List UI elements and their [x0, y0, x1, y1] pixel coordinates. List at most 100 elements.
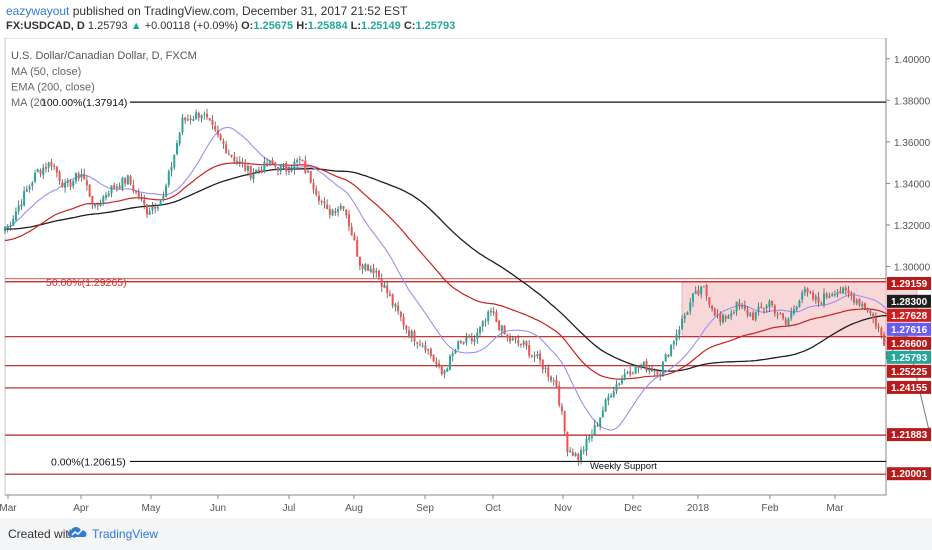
- candle-body[interactable]: [380, 278, 383, 287]
- candle-body[interactable]: [339, 205, 342, 209]
- candle-body[interactable]: [700, 286, 703, 295]
- candle-body[interactable]: [184, 117, 187, 121]
- candle-body[interactable]: [31, 182, 34, 186]
- candle-body[interactable]: [675, 334, 678, 341]
- candle-body[interactable]: [550, 376, 552, 381]
- candle-body[interactable]: [626, 372, 629, 374]
- candle-body[interactable]: [645, 361, 648, 372]
- candle-body[interactable]: [702, 286, 705, 288]
- candle-body[interactable]: [148, 211, 151, 215]
- candle-body[interactable]: [801, 292, 804, 300]
- candle-body[interactable]: [620, 378, 623, 384]
- candle-body[interactable]: [762, 307, 765, 309]
- candle-body[interactable]: [544, 367, 547, 369]
- candle-body[interactable]: [517, 340, 520, 344]
- candle-body[interactable]: [186, 119, 189, 121]
- candle-body[interactable]: [593, 425, 596, 435]
- candle-body[interactable]: [844, 287, 847, 291]
- candle-body[interactable]: [462, 341, 465, 344]
- candle-body[interactable]: [861, 304, 864, 307]
- candle-body[interactable]: [754, 311, 757, 320]
- candle-body[interactable]: [435, 361, 438, 365]
- candle-body[interactable]: [735, 301, 738, 312]
- candle-body[interactable]: [88, 184, 91, 197]
- candle-body[interactable]: [792, 309, 795, 314]
- legend-entry[interactable]: EMA (200, close): [11, 82, 95, 94]
- candle-body[interactable]: [732, 312, 735, 314]
- candle-body[interactable]: [773, 305, 776, 314]
- candle-body[interactable]: [129, 176, 132, 185]
- candle-body[interactable]: [757, 306, 760, 312]
- candle-body[interactable]: [181, 117, 184, 133]
- candle-body[interactable]: [782, 313, 785, 319]
- candle-body[interactable]: [489, 310, 492, 313]
- candle-body[interactable]: [672, 341, 675, 345]
- candle-body[interactable]: [383, 284, 386, 289]
- candle-body[interactable]: [28, 186, 31, 190]
- candle-body[interactable]: [17, 205, 20, 212]
- candle-body[interactable]: [741, 306, 744, 308]
- candle-body[interactable]: [151, 206, 154, 211]
- candle-body[interactable]: [14, 211, 17, 221]
- candle-body[interactable]: [367, 264, 370, 271]
- candle-body[interactable]: [342, 206, 345, 209]
- candle-body[interactable]: [560, 406, 563, 412]
- candle-body[interactable]: [686, 312, 689, 315]
- candle-body[interactable]: [823, 293, 825, 305]
- candle-body[interactable]: [241, 162, 244, 164]
- candle-body[interactable]: [721, 314, 724, 323]
- candle-body[interactable]: [511, 338, 514, 341]
- candle-body[interactable]: [53, 165, 56, 167]
- candle-body[interactable]: [440, 365, 443, 375]
- candle-body[interactable]: [197, 112, 200, 118]
- candle-body[interactable]: [25, 189, 28, 192]
- symbol-label[interactable]: FX:USDCAD, D: [6, 20, 85, 32]
- candle-body[interactable]: [528, 345, 531, 356]
- candle-body[interactable]: [880, 328, 883, 336]
- candle-body[interactable]: [820, 303, 823, 305]
- candle-body[interactable]: [9, 225, 12, 227]
- candle-body[interactable]: [47, 162, 50, 168]
- candle-body[interactable]: [809, 291, 812, 293]
- candle-body[interactable]: [170, 166, 173, 172]
- candle-body[interactable]: [397, 305, 400, 312]
- candle-body[interactable]: [678, 329, 681, 335]
- candle-body[interactable]: [479, 327, 482, 334]
- candle-body[interactable]: [487, 311, 490, 322]
- candle-body[interactable]: [96, 203, 99, 206]
- candle-body[interactable]: [110, 185, 113, 194]
- candle-body[interactable]: [328, 208, 331, 215]
- candle-body[interactable]: [787, 318, 790, 326]
- legend-entry[interactable]: MA (20: [11, 97, 46, 109]
- candle-body[interactable]: [394, 304, 397, 307]
- candle-body[interactable]: [266, 163, 269, 167]
- candle-body[interactable]: [358, 256, 361, 266]
- candle-body[interactable]: [839, 290, 842, 294]
- candle-body[interactable]: [105, 195, 108, 198]
- candle-body[interactable]: [828, 296, 831, 298]
- candle-body[interactable]: [833, 294, 836, 296]
- candle-body[interactable]: [175, 143, 178, 154]
- candle-body[interactable]: [776, 314, 779, 316]
- candle-body[interactable]: [484, 320, 487, 322]
- candle-body[interactable]: [309, 170, 312, 183]
- candle-body[interactable]: [159, 200, 162, 206]
- candle-body[interactable]: [724, 316, 727, 320]
- candle-body[interactable]: [869, 310, 872, 314]
- price-axis[interactable]: [886, 38, 932, 495]
- candle-body[interactable]: [514, 338, 517, 340]
- legend-entry[interactable]: MA (50, close): [11, 66, 81, 78]
- candle-body[interactable]: [268, 160, 271, 166]
- candle-body[interactable]: [107, 193, 110, 196]
- candle-body[interactable]: [713, 308, 716, 316]
- candle-body[interactable]: [331, 209, 334, 216]
- candle-body[interactable]: [364, 263, 367, 270]
- candle-body[interactable]: [386, 285, 389, 294]
- candle-body[interactable]: [590, 434, 593, 438]
- candle-body[interactable]: [74, 173, 77, 182]
- candle-body[interactable]: [566, 431, 569, 453]
- candle-body[interactable]: [137, 192, 140, 199]
- candle-body[interactable]: [629, 371, 632, 375]
- candle-body[interactable]: [580, 450, 583, 462]
- candle-body[interactable]: [653, 370, 656, 372]
